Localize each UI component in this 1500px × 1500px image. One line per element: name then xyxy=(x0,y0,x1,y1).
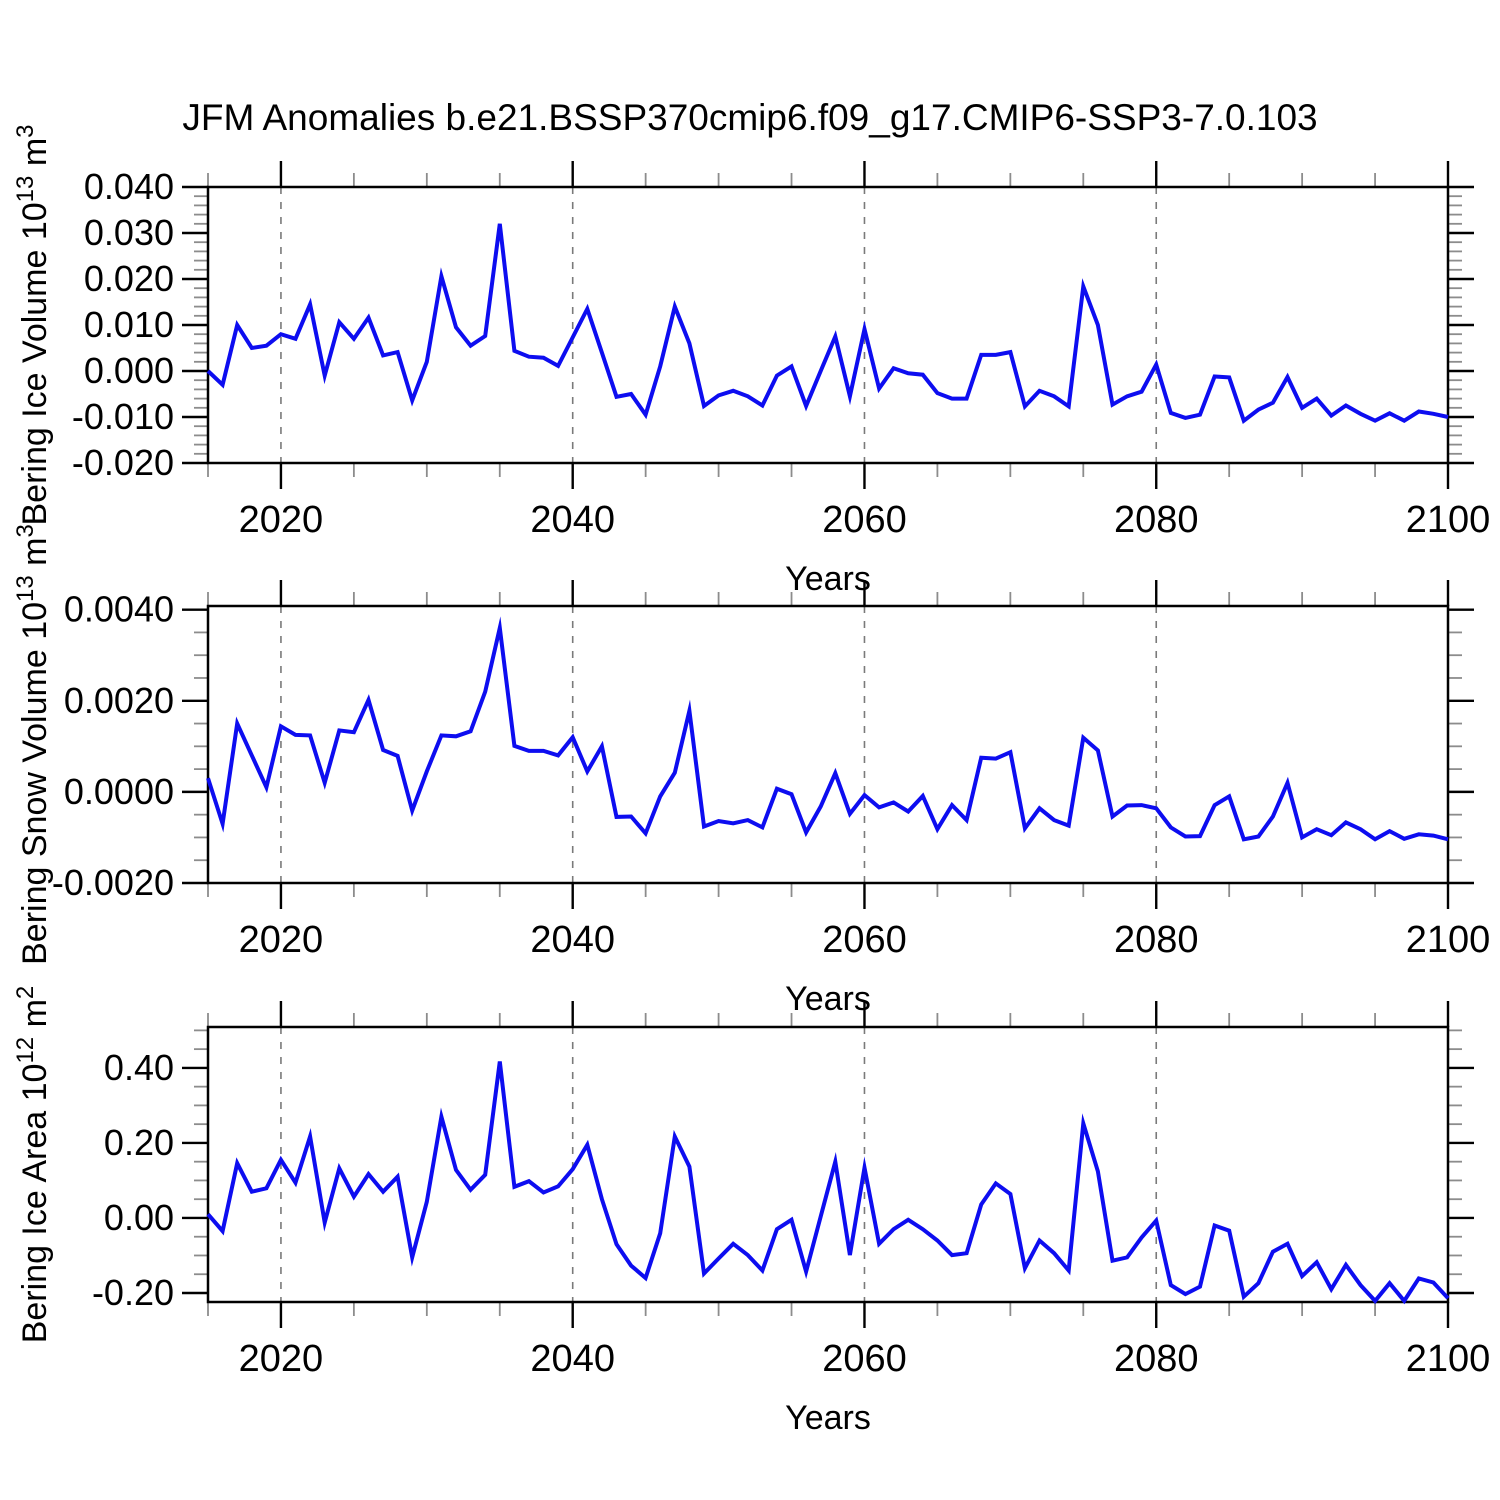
x-tick-label: 2040 xyxy=(530,919,615,961)
y-tick-label: 0.000 xyxy=(84,350,174,391)
series-line-bering-ice-area xyxy=(206,1061,1450,1305)
x-axis-title: Years xyxy=(785,1399,871,1437)
x-tick-label: 2020 xyxy=(239,919,324,961)
x-tick-label: 2080 xyxy=(1114,1338,1199,1380)
series-line-bering-snow-volume xyxy=(206,616,1449,842)
x-tick-label: 2060 xyxy=(822,1338,907,1380)
y-tick-label: -0.20 xyxy=(92,1272,174,1313)
y-axis-title: Bering Ice Area 1012 m2 xyxy=(12,986,54,1344)
y-tick-label: 0.020 xyxy=(84,258,174,299)
y-tick-label: 0.010 xyxy=(84,304,174,345)
x-tick-label: 2100 xyxy=(1406,919,1491,961)
y-tick-label: 0.40 xyxy=(104,1047,174,1088)
x-tick-label: 2020 xyxy=(239,499,324,541)
y-axis-title: Bering Ice Volume 1013 m3 xyxy=(12,124,54,525)
x-tick-label: 2080 xyxy=(1114,499,1199,541)
series-line-bering-ice-volume xyxy=(206,223,1449,424)
y-tick-label: -0.020 xyxy=(72,442,174,483)
y-tick-label: 0.0000 xyxy=(64,771,174,812)
x-tick-label: 2080 xyxy=(1114,919,1199,961)
plot-frame xyxy=(206,604,1450,885)
x-axis-title: Years xyxy=(785,560,871,598)
y-axis-title: Bering Snow Volume 1013 m3 xyxy=(12,524,54,965)
y-tick-label: 0.030 xyxy=(84,212,174,253)
x-tick-label: 2040 xyxy=(530,1338,615,1380)
x-tick-label: 2060 xyxy=(822,499,907,541)
x-tick-label: 2040 xyxy=(530,499,615,541)
plot-frame xyxy=(206,185,1450,465)
panel-bering-ice-area: 0.40 0.20 0.00 -0.20 2020 2040 2060 2080 2100 Yea… xyxy=(12,986,1490,1437)
y-tick-label: 0.0020 xyxy=(64,680,174,721)
chart-title: JFM Anomalies b.e21.BSSP370cmip6.f09_g17… xyxy=(182,97,1317,138)
x-axis-title: Years xyxy=(785,980,871,1018)
y-tick-label: -0.010 xyxy=(72,396,174,437)
x-tick-label: 2060 xyxy=(822,919,907,961)
panel-bering-ice-volume: 0.040 0.030 0.020 0.010 0.000 -0.010 -0.020 202… xyxy=(12,124,1490,598)
plot-frame xyxy=(206,1025,1450,1304)
panel-bering-snow-volume: 0.0040 0.0020 0.0000 -0.0020 2020 2040 2060 208… xyxy=(12,524,1490,1018)
y-tick-label: 0.0040 xyxy=(64,589,174,630)
x-tick-label: 2100 xyxy=(1406,1338,1491,1380)
y-tick-label: 0.00 xyxy=(104,1197,174,1238)
y-tick-label: 0.040 xyxy=(84,166,174,207)
y-tick-label: -0.0020 xyxy=(52,862,174,903)
x-tick-label: 2020 xyxy=(239,1338,324,1380)
y-tick-label: 0.20 xyxy=(104,1122,174,1163)
x-tick-label: 2100 xyxy=(1406,499,1491,541)
